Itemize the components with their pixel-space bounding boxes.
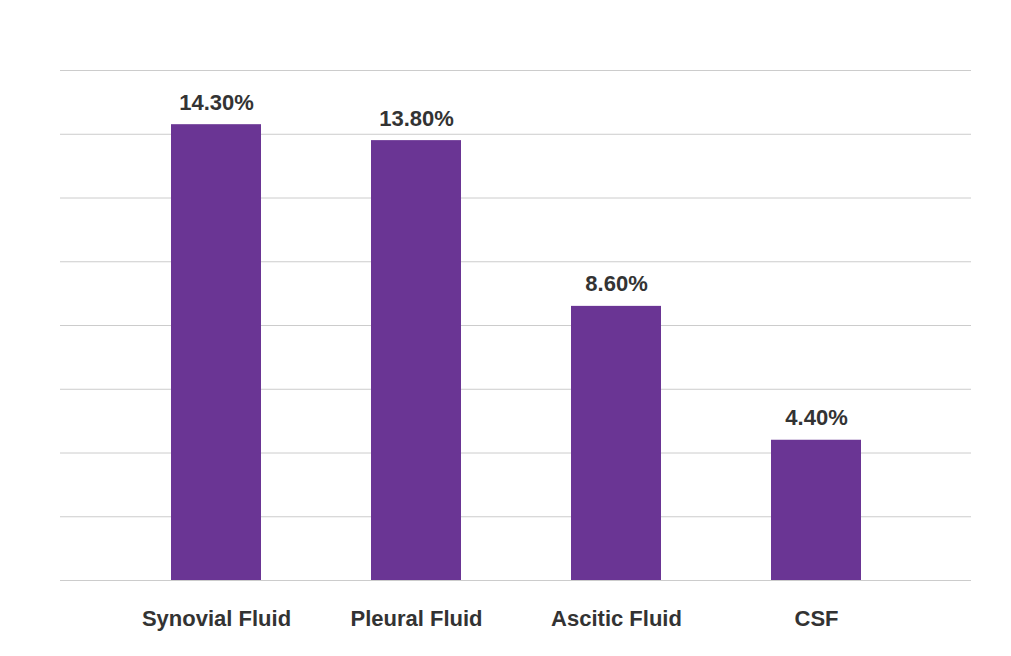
svg-text:8.60%: 8.60% — [585, 271, 647, 296]
svg-text:Synovial Fluid: Synovial Fluid — [142, 606, 291, 631]
svg-text:13.80%: 13.80% — [379, 106, 454, 131]
svg-text:Ascitic Fluid: Ascitic Fluid — [551, 606, 682, 631]
svg-text:14.30%: 14.30% — [179, 90, 254, 115]
svg-text:CSF: CSF — [795, 606, 839, 631]
svg-text:Pleural Fluid: Pleural Fluid — [350, 606, 482, 631]
svg-text:4.40%: 4.40% — [785, 405, 847, 430]
